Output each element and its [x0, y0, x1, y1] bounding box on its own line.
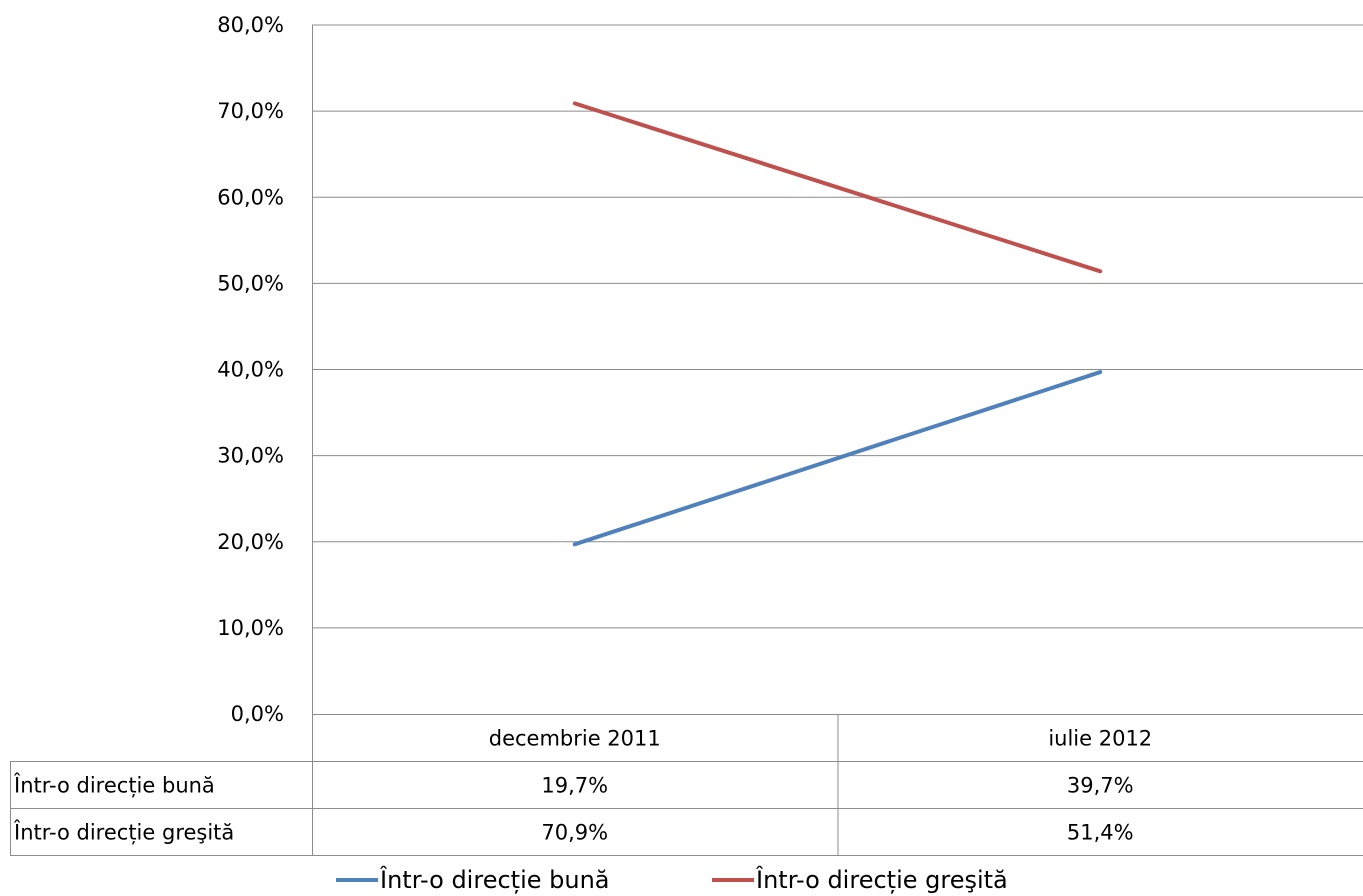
y-tick-label: 70,0%: [217, 99, 284, 123]
data-table: decembrie 2011 iulie 2012 Într-o direcție …: [10, 714, 1363, 856]
y-tick-label: 20,0%: [217, 530, 284, 554]
series-line: [572, 370, 1103, 547]
table-value: 19,7%: [541, 774, 608, 798]
table-value: 39,7%: [1067, 774, 1134, 798]
y-tick-label: 50,0%: [217, 271, 284, 295]
legend-label: Într-o direcție greşită: [755, 865, 1008, 894]
table-series-name: Într-o direcție greşită: [13, 820, 234, 845]
y-tick-label: 0,0%: [231, 702, 284, 726]
x-category-label: decembrie 2011: [489, 727, 661, 751]
y-tick-label: 40,0%: [217, 358, 284, 382]
table-value: 70,9%: [541, 821, 608, 845]
gridlines: [312, 24, 1363, 629]
y-tick-label: 80,0%: [217, 13, 284, 37]
series-lines: [572, 101, 1103, 547]
y-tick-label: 60,0%: [217, 185, 284, 209]
y-tick-label: 10,0%: [217, 616, 284, 640]
y-axis: 0,0% 10,0% 20,0% 30,0% 40,0% 50,0% 60,0% 70,0% 8…: [217, 13, 313, 726]
legend: Într-o direcție bună Într-o direcție greş…: [336, 865, 1008, 894]
table-value: 51,4%: [1067, 821, 1134, 845]
y-tick-label: 30,0%: [217, 444, 284, 468]
legend-label: Într-o direcție bună: [379, 865, 610, 894]
series-line: [572, 101, 1103, 274]
x-category-label: iulie 2012: [1048, 727, 1152, 751]
table-series-name: Într-o direcție bună: [13, 773, 215, 798]
